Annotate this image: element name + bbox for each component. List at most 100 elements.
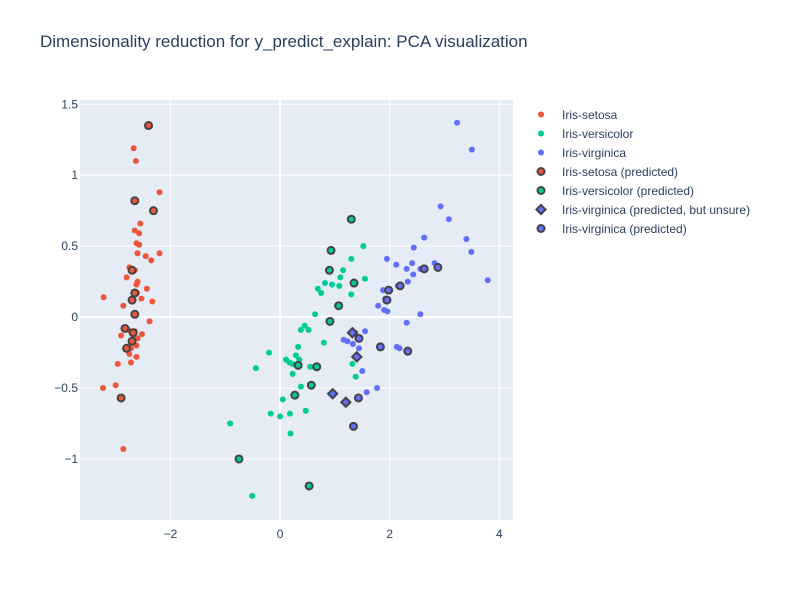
legend-marker-symbol	[536, 167, 546, 176]
axis-ticks: −2 0 2 4 −1 −0.5 0 0.5 1 1.5	[54, 97, 503, 541]
legend-item[interactable]: Iris-virginica	[530, 143, 750, 162]
data-point	[348, 255, 355, 262]
legend-item[interactable]: Iris-setosa	[530, 105, 750, 124]
data-point	[349, 421, 359, 431]
data-point	[293, 360, 303, 370]
data-point	[234, 454, 244, 464]
data-point	[100, 385, 107, 392]
data-point	[227, 420, 234, 427]
series-5	[326, 326, 363, 409]
data-point	[279, 396, 286, 403]
legend-marker-symbol	[536, 186, 546, 195]
data-point	[156, 250, 163, 257]
data-point	[144, 121, 154, 131]
data-point	[295, 343, 302, 350]
legend-marker	[538, 111, 544, 118]
data-point	[463, 236, 470, 243]
data-point	[384, 308, 391, 315]
data-point	[382, 295, 392, 305]
data-point	[410, 244, 417, 251]
data-point	[403, 265, 410, 272]
legend-marker	[536, 224, 546, 233]
data-point	[468, 248, 475, 255]
data-point	[349, 341, 356, 348]
data-point	[353, 393, 363, 403]
legend-item[interactable]: Iris-virginica (predicted, but unsure)	[530, 200, 750, 219]
data-point	[324, 265, 334, 275]
legend: Iris-setosa Iris-versicolor Iris-virginica…	[530, 105, 750, 238]
data-point	[348, 291, 355, 298]
data-point	[396, 345, 403, 352]
data-point	[100, 294, 107, 301]
data-point	[286, 410, 293, 417]
legend-label: Iris-virginica (predicted, but unsure)	[562, 202, 751, 217]
data-point	[297, 326, 304, 333]
data-point	[131, 227, 138, 234]
y-tick-label: 1	[71, 168, 78, 182]
data-point	[252, 365, 259, 372]
data-point	[363, 389, 370, 396]
data-point	[419, 264, 429, 274]
data-point	[133, 281, 140, 288]
data-point	[445, 216, 452, 223]
data-point	[114, 360, 121, 367]
data-point	[346, 326, 359, 339]
data-point	[318, 289, 325, 296]
legend-label: Iris-virginica	[562, 145, 627, 160]
legend-label: Iris-virginica (predicted)	[562, 221, 687, 236]
data-point	[360, 243, 367, 250]
data-point	[132, 158, 139, 165]
legend-marker-symbol	[538, 130, 544, 137]
data-point	[322, 280, 329, 287]
data-point	[433, 262, 443, 272]
data-point	[287, 430, 294, 437]
data-point	[305, 326, 312, 333]
data-markers	[100, 119, 491, 499]
legend-marker-symbol	[538, 149, 544, 156]
legend-marker	[538, 130, 544, 137]
data-point	[355, 345, 362, 352]
legend-item[interactable]: Iris-versicolor	[530, 124, 750, 143]
data-point	[127, 295, 137, 305]
data-point	[116, 393, 126, 403]
data-point	[468, 146, 475, 153]
data-point	[350, 350, 363, 363]
data-point	[120, 446, 127, 453]
data-point	[148, 257, 155, 264]
data-point	[128, 328, 138, 338]
legend-label: Iris-versicolor (predicted)	[562, 183, 695, 198]
data-point	[266, 349, 273, 356]
legend-item[interactable]: Iris-versicolor (predicted)	[530, 181, 750, 200]
data-point	[277, 413, 284, 420]
data-point	[120, 302, 127, 309]
data-point	[312, 311, 319, 318]
legend-marker	[536, 186, 546, 195]
x-tick-label: −2	[164, 527, 178, 541]
legend-item[interactable]: Iris-virginica (predicted)	[530, 219, 750, 238]
y-tick-label: −0.5	[54, 381, 78, 395]
legend-marker-symbol	[538, 111, 544, 118]
data-point	[362, 328, 369, 335]
data-point	[352, 373, 359, 380]
legend-label: Iris-setosa (predicted)	[562, 164, 679, 179]
legend-label: Iris-setosa	[562, 107, 618, 122]
data-point	[395, 281, 405, 291]
data-point	[122, 343, 132, 353]
legend-label: Iris-versicolor	[562, 126, 634, 141]
data-point	[339, 396, 352, 409]
legend-marker-symbol	[534, 203, 548, 216]
data-point	[421, 234, 428, 241]
data-point	[130, 309, 140, 319]
series-4	[234, 214, 359, 491]
chart-title: Dimensionality reduction for y_predict_e…	[40, 32, 528, 51]
data-point	[403, 319, 410, 326]
data-point	[304, 481, 314, 491]
data-point	[289, 370, 296, 377]
data-point	[286, 359, 293, 366]
data-point	[334, 301, 344, 311]
legend-item[interactable]: Iris-setosa (predicted)	[530, 162, 750, 181]
x-tick-label: 0	[277, 527, 284, 541]
data-point	[138, 331, 145, 338]
data-point	[384, 285, 394, 295]
